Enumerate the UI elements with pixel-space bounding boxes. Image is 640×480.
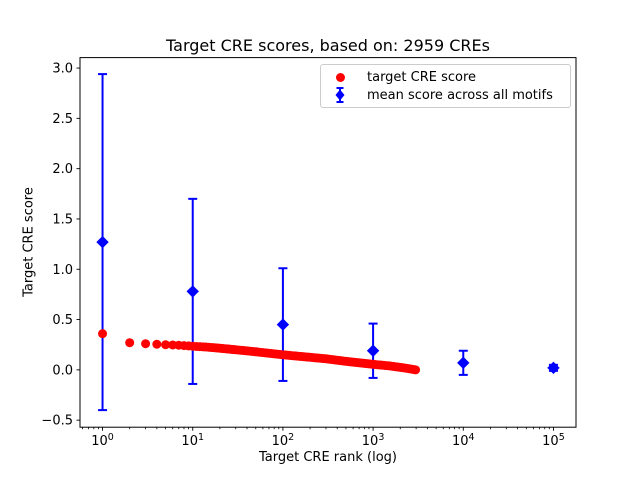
red-circle-marker-icon (329, 72, 351, 82)
legend-label-mean-score: mean score across all motifs (367, 87, 553, 103)
blue-diamond-errorbar-marker-icon (329, 86, 351, 104)
y-tick-label: 0.0 (52, 363, 73, 378)
axes-frame (79, 57, 577, 428)
x-axis-minor-ticks (82, 427, 550, 430)
x-axis-major-ticks: 100 101 102 103 104 105 (91, 427, 565, 449)
mean-score-points (96, 235, 560, 375)
legend-entry-target-score: target CRE score (329, 68, 562, 86)
x-tick-label: 101 (181, 432, 204, 449)
x-axis-label: Target CRE rank (log) (259, 450, 397, 465)
x-tick-label: 105 (542, 432, 565, 449)
x-tick-label: 102 (272, 432, 295, 449)
y-axis-ticks: −0.5 0.0 0.5 1.0 1.5 2.0 2.5 3.0 (41, 62, 80, 429)
y-tick-label: 3.0 (52, 62, 73, 77)
x-tick-label: 104 (452, 432, 475, 449)
legend-label-target-score: target CRE score (367, 69, 477, 85)
y-axis-label: Target CRE score (21, 187, 37, 297)
y-tick-label: 2.5 (52, 112, 73, 127)
y-tick-label: 0.5 (52, 313, 73, 328)
x-tick-label: 103 (362, 432, 385, 449)
y-tick-label: 1.5 (52, 212, 73, 227)
y-tick-label: 2.0 (52, 162, 73, 177)
chart-title: Target CRE scores, based on: 2959 CREs (166, 36, 490, 55)
y-tick-label: −0.5 (41, 414, 73, 429)
target-score-points (98, 329, 421, 375)
x-tick-label: 100 (91, 432, 114, 449)
legend: target CRE score mean score across all m… (320, 64, 571, 108)
y-tick-label: 1.0 (52, 263, 73, 278)
legend-entry-mean-score: mean score across all motifs (329, 86, 562, 104)
